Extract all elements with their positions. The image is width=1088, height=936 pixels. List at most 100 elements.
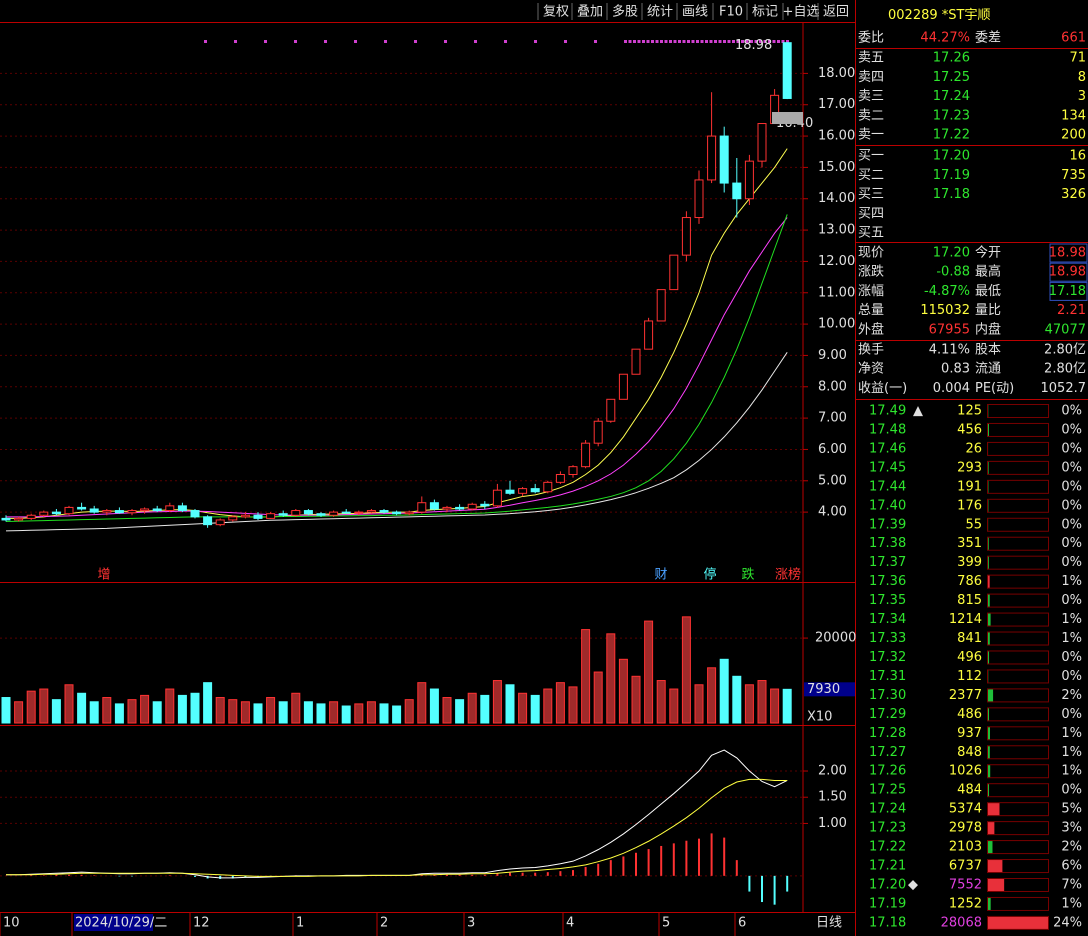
ask-label: 卖五 [858,51,884,66]
ask-price: 17.22 [933,128,970,143]
volume-bar [177,694,187,724]
candle-body [492,489,502,507]
signal-dot [700,40,704,43]
price-annotation: 18.98 [735,38,772,53]
candle-body [354,511,364,514]
signal-dot [754,40,758,43]
depth-volume: 191 [957,479,982,494]
depth-bar [988,594,990,607]
y-tick-label: 1.00 [818,816,847,831]
period-label[interactable]: 日线 [816,916,842,931]
depth-bar [988,841,993,854]
depth-bar-frame [987,840,1049,855]
volume-bar [694,684,704,724]
value-box [1049,281,1088,301]
volume-bar [719,658,729,724]
depth-bar-frame [987,707,1049,722]
ask-volume: 71 [1069,51,1086,66]
volume-bar [51,699,61,724]
marker-icon: ▲ [913,404,923,419]
signal-dot [534,40,537,43]
depth-bar [988,897,991,910]
depth-pct: 1% [1061,745,1082,760]
toolbar-button[interactable]: 复权 [543,4,569,20]
signal-dot [691,40,695,43]
depth-bar-frame [987,821,1049,836]
candle-body [77,506,87,510]
toolbar-button[interactable]: F10 [719,5,743,20]
signal-dot [682,40,686,43]
y-tick-label: 16.00 [818,129,855,144]
toolbar-button[interactable]: +自选 [783,5,820,20]
candle-body [480,503,490,507]
signal-dot [723,40,726,43]
stock-code: 002289 [888,8,942,23]
depth-pct: 1% [1061,764,1082,779]
signal-dot [732,40,735,43]
volume-bar [480,694,490,724]
depth-pct: 1% [1061,896,1082,911]
quote-value: 17.18 [1049,284,1086,299]
current-volume-box [804,682,855,697]
x-tick-label: 5 [662,916,670,931]
volume-bar [782,688,792,724]
y-tick-label: 1.50 [818,790,847,805]
quote-label: 涨幅 [858,284,884,299]
toolbar-button[interactable]: 统计 [647,5,673,20]
toolbar-button[interactable]: 标记 [752,5,778,20]
candle-body [114,510,124,514]
depth-bar-frame [987,422,1049,437]
signal-dot [709,40,713,43]
depth-pct: 2% [1061,840,1082,855]
toolbar-button[interactable]: 多股 [612,4,638,20]
signal-dot [628,40,632,43]
volume-bar [253,703,263,724]
quote-value: -4.87% [924,284,970,299]
volume-bar [77,692,87,724]
depth-bar-frame [987,783,1049,798]
toolbar-button[interactable]: 返回 [823,5,849,20]
depth-bar [988,575,990,588]
depth-pct: 7% [1061,878,1082,893]
depth-bar-frame [987,688,1049,703]
depth-pct: 0% [1061,404,1082,419]
depth-volume: 351 [957,536,982,551]
volume-bar [543,688,553,724]
x-tick-label: 1 [296,916,304,931]
depth-bar-frame [987,574,1049,589]
volume-bar [757,680,767,724]
depth-price: 17.38 [869,536,906,551]
volume-bar [681,616,691,724]
depth-bar [988,746,990,759]
depth-bar-frame [987,555,1049,570]
candle-body [177,505,187,512]
signal-dot [660,40,663,43]
depth-volume: 112 [957,669,982,684]
candle-body [64,506,74,515]
signal-dot [633,40,636,43]
volume-bar [505,684,515,724]
depth-bar-frame [987,517,1049,532]
signal-dot [777,40,780,43]
signal-dot [763,40,767,43]
depth-pct: 2% [1061,688,1082,703]
ask-label: 卖四 [858,70,884,85]
signal-dot [745,40,749,43]
bid-volume: 16 [1069,149,1086,164]
volume-bar [618,658,628,724]
depth-bar-frame [987,479,1049,494]
toolbar-button[interactable]: 画线 [682,5,708,20]
depth-price: 17.28 [869,726,906,741]
candle-body [1,517,11,521]
toolbar-button[interactable]: 叠加 [577,5,603,20]
depth-volume: 6737 [949,859,982,874]
volume-bar [392,705,402,724]
candle-body [14,517,24,521]
depth-bar [988,423,989,436]
depth-volume: 486 [957,707,982,722]
event-marker: 增 [97,568,110,583]
depth-bar [988,651,990,664]
volume-bar [215,697,225,724]
depth-bar [988,822,995,835]
